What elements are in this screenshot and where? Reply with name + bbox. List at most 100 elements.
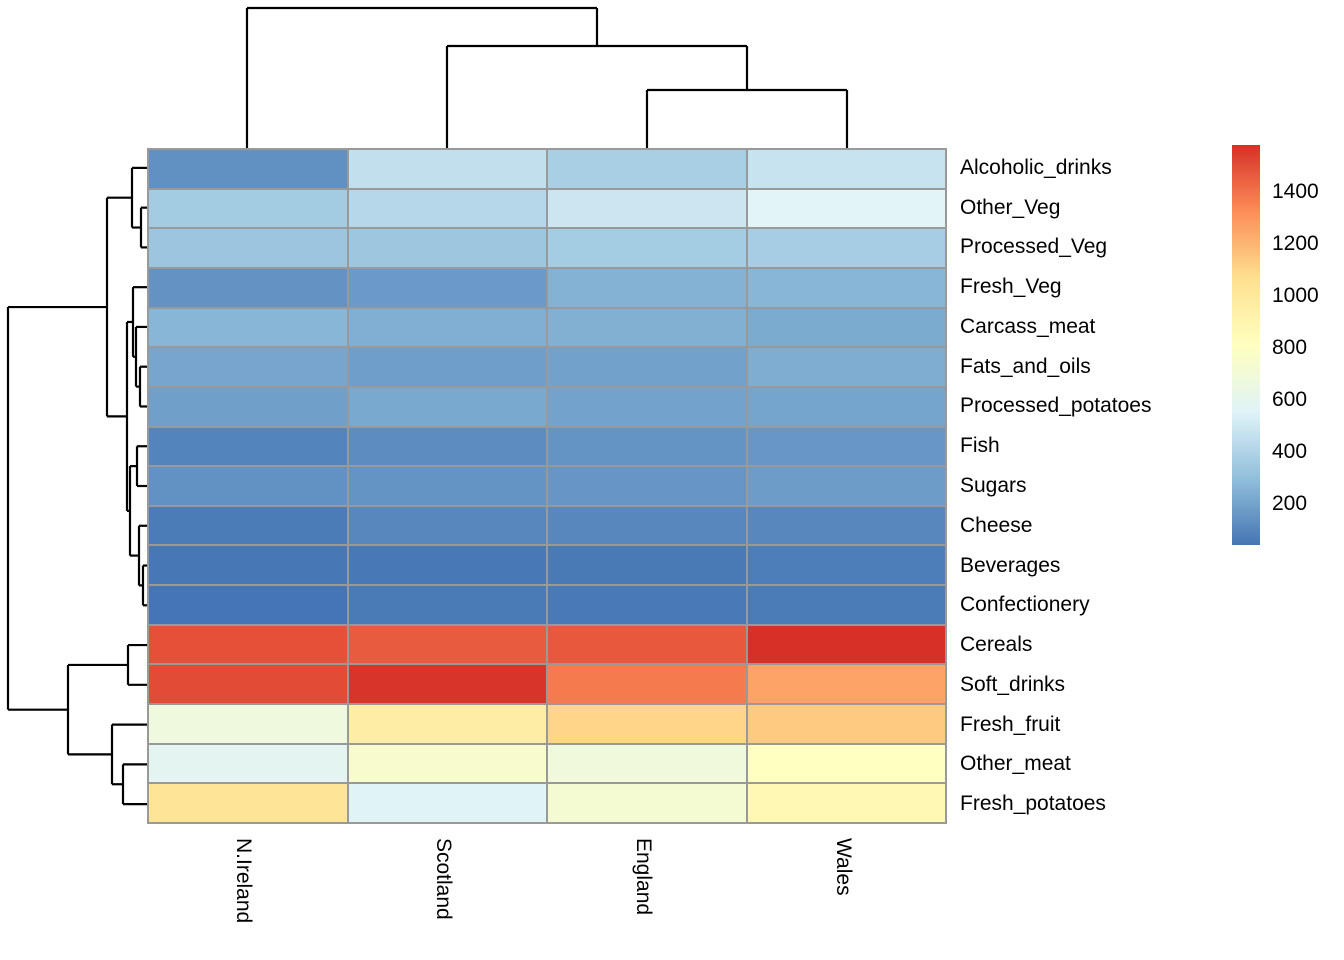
column-label: England bbox=[632, 838, 655, 916]
heatmap-cell bbox=[348, 150, 546, 188]
heatmap-cell bbox=[747, 308, 945, 347]
heatmap-cell bbox=[548, 744, 746, 783]
row-label: Cereals bbox=[960, 633, 1033, 657]
column-dendrogram bbox=[245, 6, 849, 148]
row-dendrogram bbox=[6, 166, 147, 806]
colorbar-tick-label: 200 bbox=[1272, 491, 1308, 515]
heatmap-cell bbox=[348, 506, 546, 545]
heatmap-cell bbox=[348, 784, 546, 822]
heatmap-cell bbox=[548, 467, 746, 505]
row-label: Other_meat bbox=[960, 752, 1071, 776]
heatmap-cell bbox=[348, 665, 546, 704]
heatmap-cell bbox=[149, 189, 347, 228]
colorbar-gradient bbox=[1232, 145, 1260, 545]
heatmap-cell bbox=[149, 784, 347, 822]
heatmap-cell bbox=[747, 189, 945, 228]
heatmap-cell bbox=[548, 308, 746, 347]
column-label: Scotland bbox=[432, 838, 455, 920]
row-label: Fresh_potatoes bbox=[960, 792, 1106, 816]
heatmap-cell bbox=[348, 467, 546, 505]
heatmap-cell bbox=[149, 427, 347, 466]
row-label: Soft_drinks bbox=[960, 672, 1066, 696]
heatmap-cell bbox=[548, 150, 746, 188]
heatmap-cell bbox=[149, 506, 347, 545]
row-label: Carcass_meat bbox=[960, 314, 1096, 338]
heatmap-cell bbox=[348, 189, 546, 228]
heatmap-cell bbox=[149, 348, 347, 386]
heatmap-cell bbox=[149, 150, 347, 188]
colorbar-tick-label: 800 bbox=[1272, 335, 1308, 359]
heatmap-cell bbox=[747, 387, 945, 426]
heatmap-cell bbox=[747, 229, 945, 267]
colorbar-tick-label: 1000 bbox=[1272, 284, 1319, 308]
colorbar-tick-label: 600 bbox=[1272, 387, 1308, 411]
heatmap-cell bbox=[747, 268, 945, 307]
heatmap-cell bbox=[149, 665, 347, 704]
heatmap-cell bbox=[548, 586, 746, 624]
heatmap-grid bbox=[147, 148, 947, 824]
heatmap-cell bbox=[149, 705, 347, 743]
heatmap-cell bbox=[548, 546, 746, 585]
row-label: Alcoholic_drinks bbox=[960, 155, 1112, 179]
column-label: Wales bbox=[832, 838, 855, 896]
heatmap-cell bbox=[747, 546, 945, 585]
heatmap-cell bbox=[348, 625, 546, 664]
heatmap-cell bbox=[149, 268, 347, 307]
heatmap-cell bbox=[747, 705, 945, 743]
heatmap-cell bbox=[548, 506, 746, 545]
heatmap-cell bbox=[348, 387, 546, 426]
heatmap-cell bbox=[548, 784, 746, 822]
heatmap-cell bbox=[149, 625, 347, 664]
heatmap-cell bbox=[548, 665, 746, 704]
row-label: Fats_and_oils bbox=[960, 354, 1091, 378]
heatmap-cell bbox=[747, 744, 945, 783]
heatmap-cell bbox=[548, 705, 746, 743]
heatmap-cell bbox=[548, 348, 746, 386]
heatmap-cell bbox=[149, 229, 347, 267]
heatmap-cell bbox=[747, 348, 945, 386]
heatmap-cell bbox=[149, 586, 347, 624]
row-label: Fish bbox=[960, 434, 1000, 458]
row-label: Beverages bbox=[960, 553, 1061, 577]
heatmap-cell bbox=[548, 387, 746, 426]
heatmap-cell bbox=[747, 150, 945, 188]
column-label: N.Ireland bbox=[232, 838, 255, 924]
heatmap-cell bbox=[149, 546, 347, 585]
heatmap-cell bbox=[348, 348, 546, 386]
row-label: Cheese bbox=[960, 513, 1033, 537]
heatmap-cell bbox=[548, 229, 746, 267]
heatmap-cell bbox=[348, 586, 546, 624]
heatmap-cell bbox=[548, 427, 746, 466]
colorbar-tick-label: 400 bbox=[1272, 439, 1308, 463]
heatmap-cell bbox=[149, 308, 347, 347]
colorbar-tick-label: 1200 bbox=[1272, 232, 1319, 256]
heatmap-cell bbox=[747, 665, 945, 704]
heatmap-cell bbox=[149, 467, 347, 505]
heatmap-cell bbox=[348, 427, 546, 466]
row-label: Confectionery bbox=[960, 593, 1090, 617]
heatmap-cell bbox=[348, 744, 546, 783]
heatmap-cell bbox=[747, 586, 945, 624]
heatmap-cell bbox=[348, 229, 546, 267]
row-label: Processed_potatoes bbox=[960, 394, 1152, 418]
heatmap-cell bbox=[747, 784, 945, 822]
heatmap-cell bbox=[548, 625, 746, 664]
heatmap-cell bbox=[348, 308, 546, 347]
row-label: Processed_Veg bbox=[960, 235, 1108, 259]
heatmap-cell bbox=[747, 625, 945, 664]
heatmap-cell bbox=[747, 427, 945, 466]
heatmap-cell bbox=[747, 506, 945, 545]
heatmap-cell bbox=[149, 744, 347, 783]
heatmap-cell bbox=[548, 189, 746, 228]
row-label: Fresh_Veg bbox=[960, 275, 1062, 299]
row-label: Sugars bbox=[960, 474, 1027, 497]
heatmap-cell bbox=[548, 268, 746, 307]
colorbar-tick-label: 1400 bbox=[1272, 180, 1319, 204]
row-label: Other_Veg bbox=[960, 195, 1061, 219]
heatmap-cell bbox=[348, 705, 546, 743]
heatmap-cell bbox=[348, 268, 546, 307]
row-label: Fresh_fruit bbox=[960, 712, 1061, 736]
heatmap-cell bbox=[348, 546, 546, 585]
